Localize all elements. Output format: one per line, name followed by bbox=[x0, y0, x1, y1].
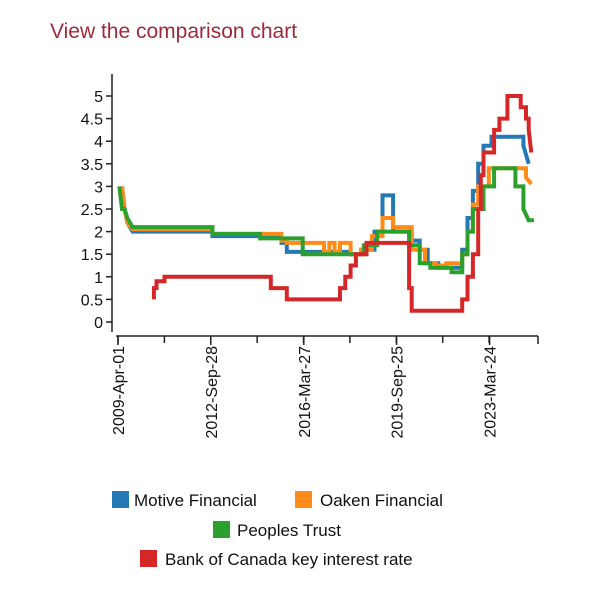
x-tick-label: 2012-Sep-28 bbox=[204, 346, 221, 439]
y-axis: 0 0.5 1 1.5 2 2.5 3 3.5 4 4.5 5 bbox=[81, 74, 113, 332]
series-group bbox=[117, 94, 534, 313]
legend: Motive Financial Oaken Financial Peoples T… bbox=[112, 491, 443, 569]
x-tick-label: 2009-Apr-01 bbox=[111, 346, 128, 435]
comparison-chart-link[interactable]: View the comparison chart bbox=[50, 20, 298, 43]
legend-swatch-peoples-trust[interactable] bbox=[213, 521, 230, 538]
x-tick-label: 2023-Mar-24 bbox=[483, 346, 500, 438]
legend-label-peoples-trust[interactable]: Peoples Trust bbox=[237, 521, 341, 540]
legend-swatch-bank-of-canada-key-interest-rate[interactable] bbox=[140, 550, 157, 567]
y-tick-label: 1 bbox=[94, 270, 103, 287]
legend-label-oaken-financial[interactable]: Oaken Financial bbox=[320, 491, 443, 510]
y-tick-label: 3.5 bbox=[81, 157, 103, 174]
legend-swatch-oaken-financial[interactable] bbox=[295, 491, 312, 508]
y-tick-label: 4.5 bbox=[81, 112, 103, 129]
legend-swatch-motive-financial[interactable] bbox=[112, 491, 129, 508]
series-line-peoples-trust bbox=[117, 166, 534, 275]
x-tick-label: 2019-Sep-25 bbox=[390, 346, 407, 439]
legend-label-bank-of-canada-key-interest-rate[interactable]: Bank of Canada key interest rate bbox=[165, 550, 413, 569]
x-axis: 2009-Apr-01 2012-Sep-28 2016-Mar-27 2019-Se… bbox=[111, 335, 539, 439]
y-tick-label: 3 bbox=[94, 179, 103, 196]
y-tick-label: 4 bbox=[94, 134, 103, 151]
x-tick-label: 2016-Mar-27 bbox=[297, 346, 314, 438]
series-line-bank-of-canada-key-interest-rate bbox=[151, 94, 534, 313]
legend-label-motive-financial[interactable]: Motive Financial bbox=[134, 491, 257, 510]
y-tick-label: 1.5 bbox=[81, 247, 103, 264]
y-tick-label: 2.5 bbox=[81, 202, 103, 219]
y-tick-label: 0 bbox=[94, 315, 103, 332]
y-tick-label: 5 bbox=[94, 89, 103, 106]
y-tick-label: 2 bbox=[94, 225, 103, 242]
y-tick-label: 0.5 bbox=[81, 292, 103, 309]
